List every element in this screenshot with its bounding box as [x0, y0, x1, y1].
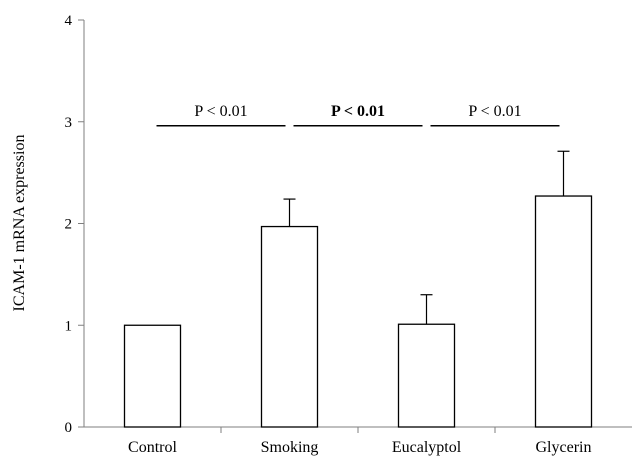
y-tick-label: 0	[65, 420, 73, 436]
x-tick-label: Glycerin	[536, 439, 592, 456]
y-tick-label: 1	[65, 318, 73, 334]
y-tick-label: 2	[65, 217, 73, 233]
bar-control	[123, 324, 182, 428]
x-tick-label: Smoking	[261, 439, 319, 456]
x-tick-label: Control	[128, 439, 177, 456]
y-ticks: 0 1 2 3 4	[65, 13, 84, 436]
bar-smoking	[260, 225, 319, 428]
y-tick-label: 4	[65, 13, 73, 29]
error-bars	[283, 150, 570, 325]
significance-label: P < 0.01	[331, 103, 385, 120]
x-tick-label: Eucalyptol	[392, 439, 462, 456]
y-axis-label: ICAM-1 mRNA expression	[11, 135, 28, 312]
bar-eucalyptol	[397, 323, 456, 428]
x-ticks: Control Smoking Eucalyptol Glycerin	[128, 427, 591, 456]
significance-label: P < 0.01	[468, 103, 521, 120]
y-tick-label: 3	[65, 115, 73, 131]
bar-glycerin	[534, 195, 593, 428]
bars	[123, 195, 593, 428]
significance-annotations: P < 0.01 P < 0.01 P < 0.01	[156, 103, 560, 127]
significance-label: P < 0.01	[194, 103, 247, 120]
